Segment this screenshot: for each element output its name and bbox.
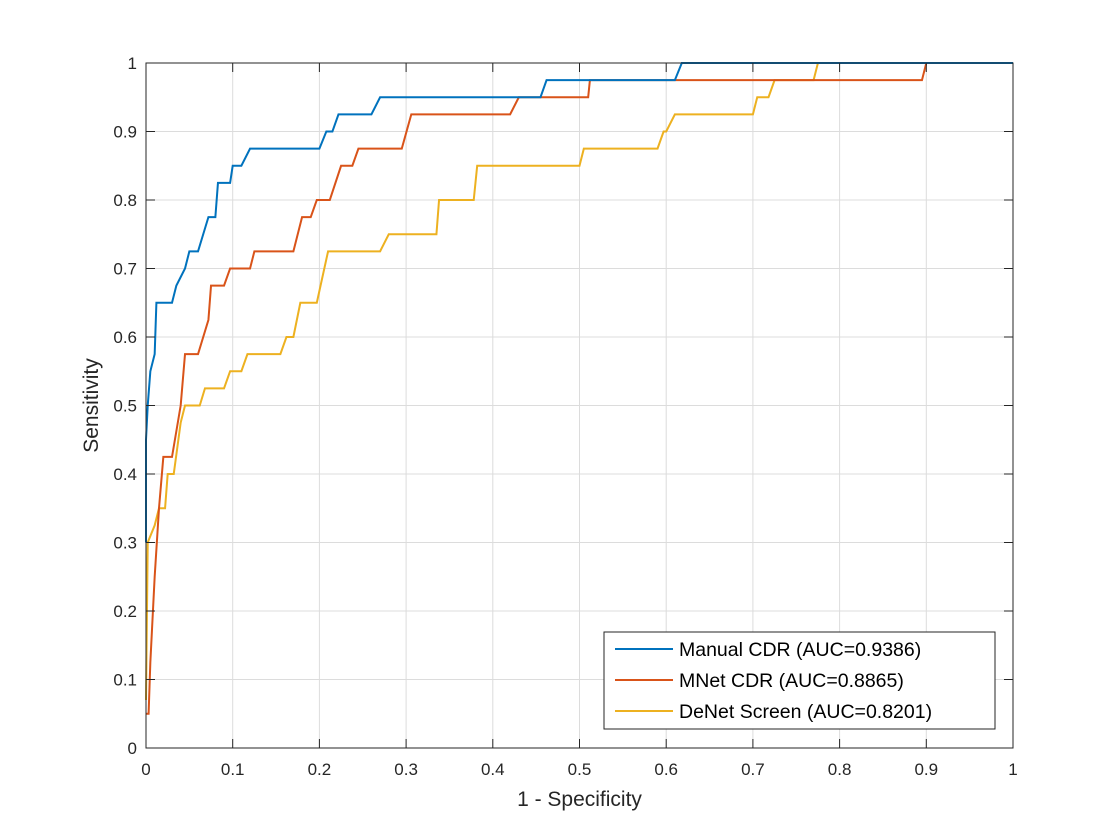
x-tick-label: 0.8 bbox=[828, 760, 852, 779]
axis-ticks bbox=[145, 62, 1014, 749]
tick-labels: 0 0.1 0.2 0.3 0.4 0.5 0.6 0.7 0.8 0.9 1 0 0.1 0.2 0.3 0… bbox=[113, 54, 1017, 779]
legend-label-manual-cdr: Manual CDR (AUC=0.9386) bbox=[679, 639, 921, 661]
y-tick-label: 0.2 bbox=[113, 602, 137, 621]
x-tick-label: 0.3 bbox=[394, 760, 418, 779]
x-tick-label: 0.9 bbox=[914, 760, 938, 779]
legend: Manual CDR (AUC=0.9386) MNet CDR (AUC=0.… bbox=[603, 631, 996, 730]
y-axis-label: Sensitivity bbox=[80, 358, 103, 453]
y-tick-label: 0.5 bbox=[113, 397, 137, 416]
y-tick-label: 0.1 bbox=[113, 671, 137, 690]
series-line-manual-cdr bbox=[145, 62, 1013, 543]
series-line-mnet-cdr bbox=[146, 62, 1013, 715]
series-layer bbox=[145, 62, 1013, 715]
x-tick-label: 0.2 bbox=[308, 760, 332, 779]
y-tick-label: 0.6 bbox=[113, 328, 137, 347]
y-tick-label: 1 bbox=[128, 54, 137, 73]
legend-label-mnet-cdr: MNet CDR (AUC=0.8865) bbox=[679, 670, 904, 692]
series-line-denet-screen bbox=[145, 62, 1013, 701]
y-tick-label: 0.7 bbox=[113, 260, 137, 279]
y-tick-label: 0.8 bbox=[113, 191, 137, 210]
y-tick-label: 0.4 bbox=[113, 465, 137, 484]
y-tick-label: 0 bbox=[128, 739, 137, 758]
x-tick-label: 0.4 bbox=[481, 760, 505, 779]
x-tick-label: 1 bbox=[1008, 760, 1017, 779]
y-tick-label: 0.3 bbox=[113, 534, 137, 553]
x-tick-label: 0.5 bbox=[568, 760, 592, 779]
x-tick-label: 0.7 bbox=[741, 760, 765, 779]
x-tick-label: 0.6 bbox=[654, 760, 678, 779]
y-tick-label: 0.9 bbox=[113, 123, 137, 142]
x-tick-label: 0.1 bbox=[221, 760, 245, 779]
legend-label-denet-screen: DeNet Screen (AUC=0.8201) bbox=[679, 701, 932, 723]
x-tick-label: 0 bbox=[141, 760, 150, 779]
x-axis-label: 1 - Specificity bbox=[517, 788, 642, 811]
